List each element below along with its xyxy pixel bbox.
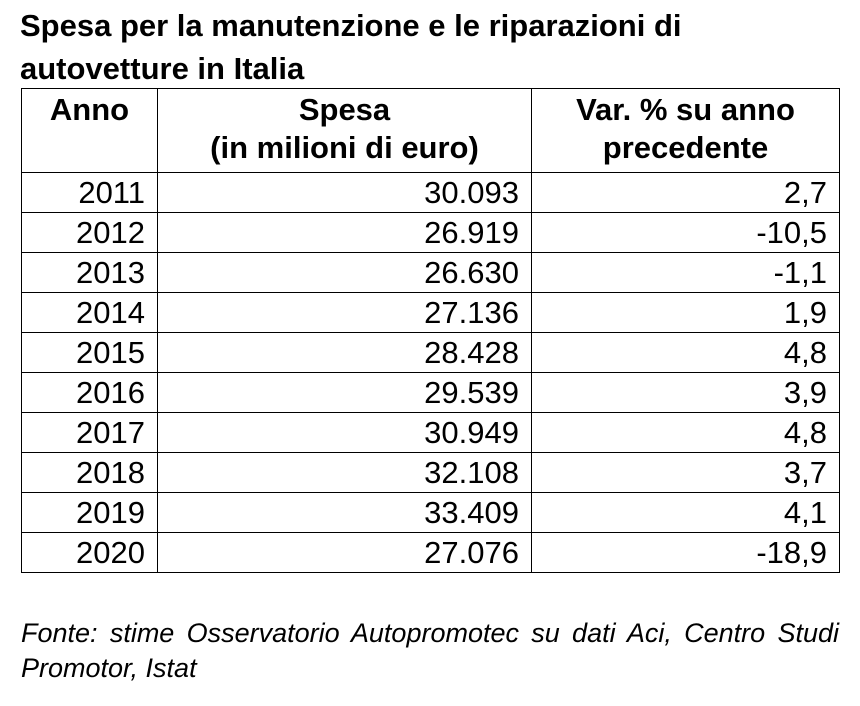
change-cell: -18,9 (531, 532, 840, 573)
table-row: 2015 28.428 4,8 (21, 332, 840, 373)
year-cell: 2012 (21, 212, 158, 253)
spending-cell: 29.539 (157, 372, 532, 413)
year-cell: 2019 (21, 492, 158, 533)
source-note: Fonte: stime Osservatorio Autopromotec s… (21, 618, 839, 683)
column-header-spesa: Spesa (in milioni di euro) (157, 88, 532, 173)
year-cell: 2020 (21, 532, 158, 573)
spending-cell: 26.630 (157, 252, 532, 293)
table-row: 2012 26.919 -10,5 (21, 212, 840, 253)
table-row: 2017 30.949 4,8 (21, 412, 840, 453)
spending-cell: 33.409 (157, 492, 532, 533)
table-row: 2020 27.076 -18,9 (21, 532, 840, 573)
column-header-anno: Anno (21, 88, 158, 173)
spending-cell: 30.093 (157, 172, 532, 213)
column-header-line: Var. % su anno (576, 92, 795, 127)
table-body: 2011 30.093 2,7 2012 26.919 -10,5 2013 26.630 -1… (21, 172, 840, 573)
year-cell: 2018 (21, 452, 158, 493)
spending-cell: 27.076 (157, 532, 532, 573)
table-row: 2018 32.108 3,7 (21, 452, 840, 493)
column-header-variazione: Var. % su anno precedente (531, 88, 840, 173)
change-cell: -1,1 (531, 252, 840, 293)
year-cell: 2014 (21, 292, 158, 333)
change-cell: 3,7 (531, 452, 840, 493)
spending-cell: 32.108 (157, 452, 532, 493)
year-cell: 2011 (21, 172, 158, 213)
spending-cell: 30.949 (157, 412, 532, 453)
spending-cell: 26.919 (157, 212, 532, 253)
header-row: Anno Spesa (in milioni di euro) Var. % s… (21, 88, 840, 173)
table-row: 2014 27.136 1,9 (21, 292, 840, 333)
change-cell: 2,7 (531, 172, 840, 213)
year-cell: 2017 (21, 412, 158, 453)
year-cell: 2013 (21, 252, 158, 293)
data-table: Anno Spesa (in milioni di euro) Var. % s… (21, 88, 840, 573)
chart-title: Spesa per la manutenzione e le riparazio… (20, 8, 682, 86)
change-cell: 4,8 (531, 332, 840, 373)
spending-cell: 28.428 (157, 332, 532, 373)
change-cell: -10,5 (531, 212, 840, 253)
table-row: 2013 26.630 -1,1 (21, 252, 840, 293)
table-row: 2011 30.093 2,7 (21, 172, 840, 213)
year-cell: 2016 (21, 372, 158, 413)
spending-cell: 27.136 (157, 292, 532, 333)
column-header-line: precedente (602, 130, 769, 165)
change-cell: 4,1 (531, 492, 840, 533)
change-cell: 4,8 (531, 412, 840, 453)
column-header-line: (in milioni di euro) (210, 130, 479, 165)
column-header-line: Anno (49, 92, 130, 127)
year-cell: 2015 (21, 332, 158, 373)
change-cell: 3,9 (531, 372, 840, 413)
column-header-line: Spesa (298, 92, 391, 127)
change-cell: 1,9 (531, 292, 840, 333)
table-row: 2019 33.409 4,1 (21, 492, 840, 533)
table-row: 2016 29.539 3,9 (21, 372, 840, 413)
